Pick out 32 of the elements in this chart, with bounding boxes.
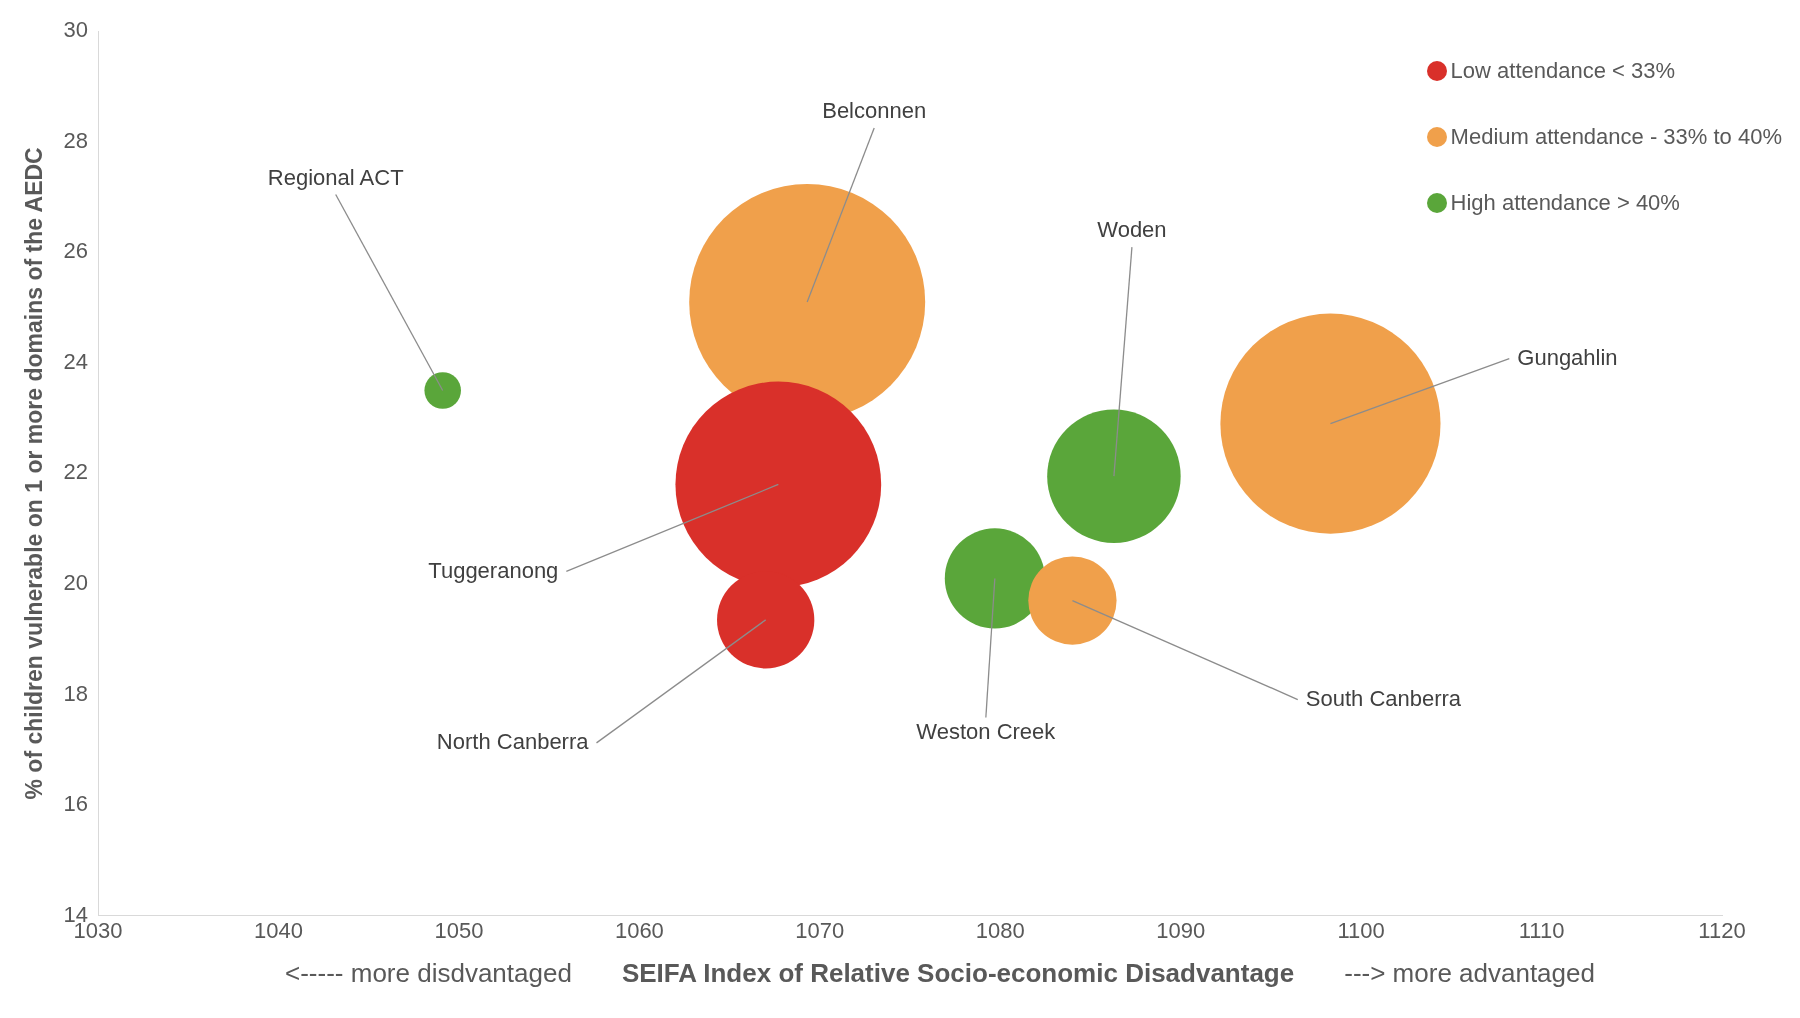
legend-label: High attendance > 40% [1450,190,1680,216]
x-tick-label: 1070 [795,917,845,943]
y-tick-label: 30 [63,17,89,43]
text: <----- more disdvantaged [285,958,572,989]
x-tick-label: 1120 [1698,917,1746,943]
annotation: Regional ACT [267,164,404,190]
annotation: North Canberra [436,728,590,754]
text: ---> more advantaged [1344,958,1595,989]
annotation: Belconnen [822,98,927,124]
y-tick-label: 28 [63,127,89,153]
x-tick-label: 1080 [975,917,1025,943]
x-tick-label: 1090 [1156,917,1206,943]
legend-label: Low attendance < 33% [1450,58,1676,84]
legend-label: Medium attendance - 33% to 40% [1450,124,1782,150]
annotation: Gungahlin [1517,344,1618,370]
annotation: Woden [1097,217,1167,243]
x-tick-label: 1040 [254,917,303,943]
annotation: Weston Creek [916,719,1057,745]
x-tick-label: 1100 [1337,917,1385,943]
y-axis-title: % of children vulnerable on 1 or more domains of the AEDC [21,147,48,800]
y-tick-label: 18 [63,680,89,706]
y-tick-label: 24 [63,348,89,374]
annotation: Tuggeranong [428,557,559,583]
x-tick-label: 1060 [614,917,664,943]
x-axis-title: SEIFA Index of Relative Socio-economic Disadvantage [621,958,1295,989]
y-tick-label: 16 [63,791,89,817]
y-tick-label: 22 [63,459,89,485]
annotation: South Canberra [1305,685,1462,711]
x-tick-label: 1050 [434,917,484,943]
y-tick-label: 26 [63,238,89,264]
x-tick-label: 1110 [1518,917,1565,943]
y-tick-label: 20 [63,570,89,596]
